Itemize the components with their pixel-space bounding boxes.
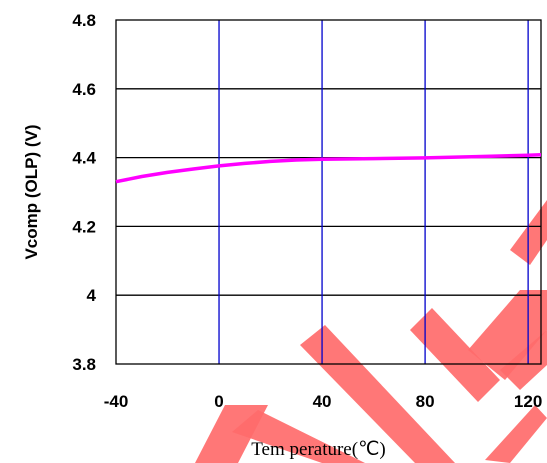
- watermark: [195, 200, 547, 463]
- watermark-stripe: [410, 308, 500, 402]
- series-line: [115, 153, 542, 184]
- y-axis-label: Vcomp (OLP) (V): [22, 124, 41, 259]
- grid: [116, 20, 541, 364]
- watermark-stripe: [485, 405, 547, 463]
- watermark-stripe: [500, 330, 547, 390]
- y-tick-label: 4.8: [72, 11, 96, 30]
- y-tick-label: 4: [87, 286, 97, 305]
- plot-frame: [115, 19, 542, 365]
- tick-labels: -40 0 40 80 120 3.8 4 4.2 4.4 4.6 4.8: [72, 11, 542, 411]
- watermark-stripe: [468, 290, 547, 380]
- y-tick-label: 3.8: [72, 355, 96, 374]
- x-tick-label: -40: [104, 392, 129, 411]
- y-tick-label: 4.2: [72, 217, 96, 236]
- series-layer: [115, 153, 542, 184]
- watermark-stripe: [232, 410, 365, 463]
- x-tick-label: 80: [416, 392, 435, 411]
- watermark-stripe: [300, 325, 455, 463]
- x-axis-label: Tem perature(℃): [251, 439, 385, 460]
- x-tick-label: 40: [313, 392, 332, 411]
- x-tick-label: 120: [514, 392, 542, 411]
- x-tick-label: 0: [214, 392, 223, 411]
- y-tick-label: 4.4: [72, 149, 96, 168]
- y-tick-label: 4.6: [72, 80, 96, 99]
